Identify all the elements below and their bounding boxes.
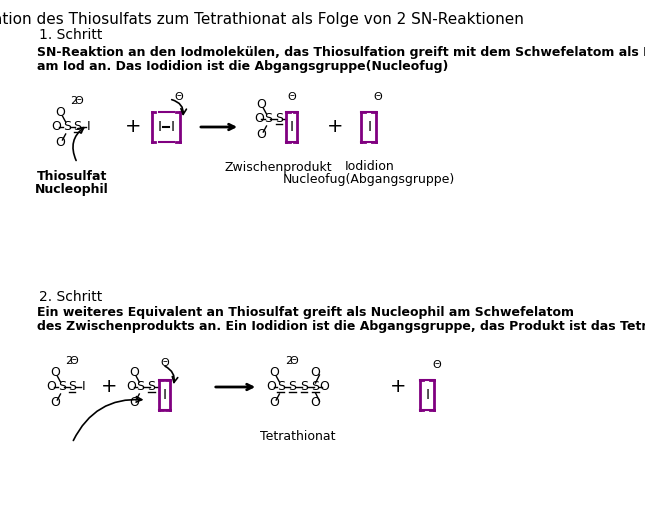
Text: O: O bbox=[270, 366, 279, 379]
Text: O: O bbox=[55, 137, 65, 150]
Text: Θ: Θ bbox=[74, 96, 83, 106]
Text: I: I bbox=[290, 120, 293, 134]
Text: S: S bbox=[288, 380, 296, 393]
Text: Ein weiteres Equivalent an Thiosulfat greift als Nucleophil am Schwefelatom: Ein weiteres Equivalent an Thiosulfat gr… bbox=[37, 306, 573, 319]
Text: I: I bbox=[367, 120, 371, 134]
Text: O: O bbox=[52, 120, 61, 133]
Text: S: S bbox=[58, 380, 66, 393]
Text: Θ: Θ bbox=[174, 92, 183, 102]
Text: Nucleofug(Abgangsgruppe): Nucleofug(Abgangsgruppe) bbox=[283, 172, 455, 185]
Text: O: O bbox=[55, 106, 65, 119]
Text: Θ: Θ bbox=[289, 356, 298, 366]
Text: S: S bbox=[264, 113, 272, 126]
Text: des Zwischenprodukts an. Ein Iodidion ist die Abgangsgruppe, das Produkt ist das: des Zwischenprodukts an. Ein Iodidion is… bbox=[37, 320, 645, 333]
Text: SN-Reaktion an den Iodmolekülen, das Thiosulfation greift mit dem Schwefelatom a: SN-Reaktion an den Iodmolekülen, das Thi… bbox=[37, 46, 645, 59]
Text: +: + bbox=[390, 378, 406, 396]
Text: O: O bbox=[257, 98, 266, 111]
Text: I: I bbox=[86, 120, 90, 133]
Text: Θ: Θ bbox=[69, 356, 78, 366]
Text: S: S bbox=[74, 120, 81, 133]
Text: O: O bbox=[311, 366, 321, 379]
Text: O: O bbox=[50, 396, 60, 410]
Text: S: S bbox=[63, 120, 71, 133]
Text: S: S bbox=[68, 380, 76, 393]
Text: O: O bbox=[270, 396, 279, 410]
Text: Tetrathionat: Tetrathionat bbox=[261, 430, 336, 443]
Text: 2: 2 bbox=[70, 96, 77, 106]
Text: +: + bbox=[327, 118, 344, 137]
Text: Nucleophil: Nucleophil bbox=[35, 182, 109, 195]
Text: Θ: Θ bbox=[160, 358, 169, 368]
Text: I: I bbox=[170, 120, 174, 134]
Text: O: O bbox=[46, 380, 56, 393]
Text: O: O bbox=[267, 380, 277, 393]
Text: Θ: Θ bbox=[432, 360, 441, 370]
Text: Oxidation des Thiosulfats zum Tetrathionat als Folge von 2 SN-Reaktionen: Oxidation des Thiosulfats zum Tetrathion… bbox=[0, 12, 524, 27]
Text: +: + bbox=[125, 118, 142, 137]
Text: S: S bbox=[137, 380, 144, 393]
Text: Thiosulfat: Thiosulfat bbox=[37, 170, 107, 183]
Text: Iodidion: Iodidion bbox=[344, 160, 394, 173]
Text: O: O bbox=[129, 396, 139, 410]
Text: +: + bbox=[101, 378, 118, 396]
Text: S: S bbox=[312, 380, 319, 393]
Text: am Iod an. Das Iodidion ist die Abgangsgruppe(Nucleofug): am Iod an. Das Iodidion ist die Abgangsg… bbox=[37, 60, 448, 73]
Text: Zwischenprodukt: Zwischenprodukt bbox=[225, 160, 333, 173]
Text: 1. Schritt: 1. Schritt bbox=[39, 28, 102, 42]
Text: I: I bbox=[157, 120, 161, 134]
Text: O: O bbox=[50, 366, 60, 379]
Text: I: I bbox=[81, 380, 85, 393]
Text: I: I bbox=[425, 388, 430, 402]
Text: O: O bbox=[253, 113, 264, 126]
Text: O: O bbox=[311, 396, 321, 410]
Text: Θ: Θ bbox=[287, 92, 296, 102]
Text: S: S bbox=[300, 380, 308, 393]
Text: S: S bbox=[277, 380, 284, 393]
Text: S: S bbox=[275, 113, 283, 126]
Text: O: O bbox=[257, 129, 266, 142]
Text: 2: 2 bbox=[64, 356, 72, 366]
Text: 2: 2 bbox=[285, 356, 292, 366]
Text: O: O bbox=[320, 380, 330, 393]
Text: O: O bbox=[129, 366, 139, 379]
Text: Θ: Θ bbox=[374, 92, 382, 102]
Text: O: O bbox=[126, 380, 137, 393]
Text: I: I bbox=[163, 388, 166, 402]
Text: 2. Schritt: 2. Schritt bbox=[39, 290, 102, 304]
Text: S: S bbox=[148, 380, 155, 393]
